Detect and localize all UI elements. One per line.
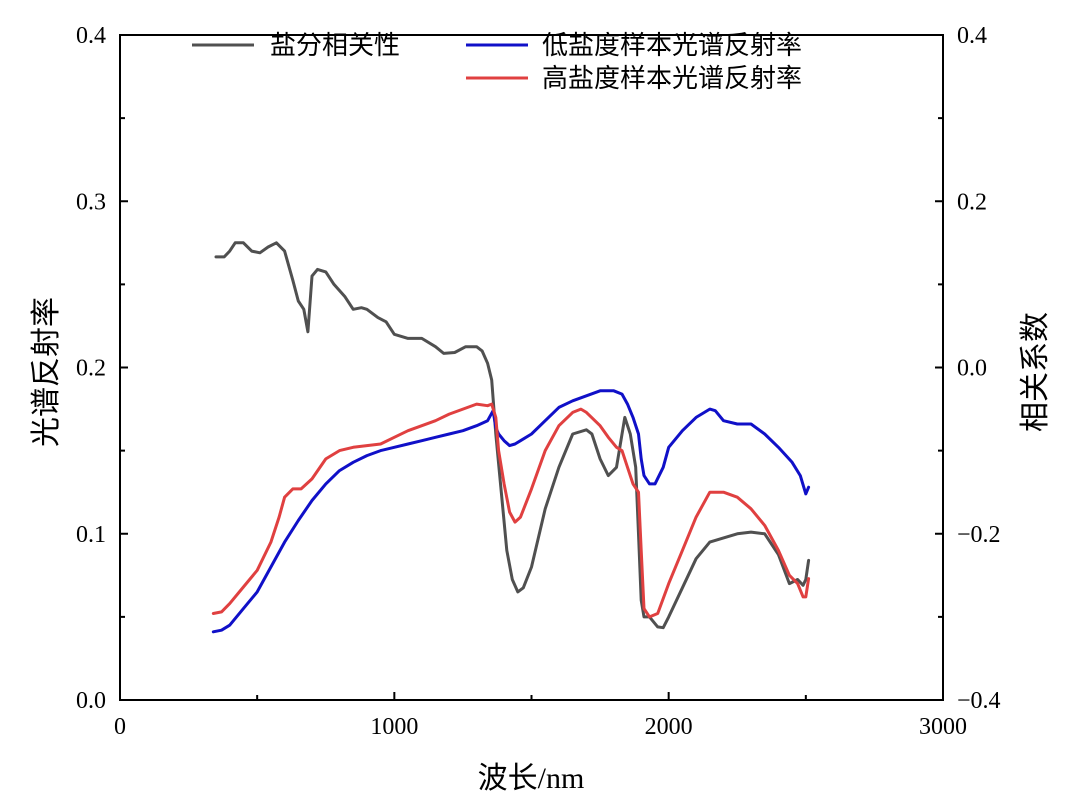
x-tick-label: 2000 bbox=[645, 714, 693, 740]
axis-tick-labels: 0 1000 2000 3000 0.0 0.1 0.2 0.3 0.4 −0.4 −0.2 0.0 0… bbox=[76, 23, 1001, 740]
y-axis-title-left: 光谱反射率 bbox=[30, 297, 63, 447]
y-right-tick-label: −0.2 bbox=[957, 522, 1001, 548]
y-axis-title-right: 相关系数 bbox=[1019, 312, 1052, 432]
series-line-correlation bbox=[214, 241, 811, 630]
y-right-tick-label: 0.2 bbox=[957, 189, 987, 215]
legend: 盐分相关性 低盐度样本光谱反射率 高盐度样本光谱反射率 bbox=[192, 31, 802, 93]
legend-label-correlation: 盐分相关性 bbox=[270, 31, 400, 60]
x-tick-label: 1000 bbox=[370, 714, 418, 740]
series-lines bbox=[211, 241, 811, 634]
y-right-tick-label: −0.4 bbox=[957, 688, 1001, 714]
x-tick-label: 0 bbox=[114, 714, 126, 740]
y-left-tick-label: 0.0 bbox=[76, 688, 106, 714]
plot-frame bbox=[119, 34, 944, 701]
axis-ticks bbox=[119, 34, 944, 701]
y-right-tick-label: 0.0 bbox=[957, 356, 987, 382]
series-line-high-salinity bbox=[211, 402, 811, 619]
y-left-tick-label: 0.4 bbox=[76, 23, 106, 49]
series-line-low-salinity bbox=[211, 389, 811, 634]
y-left-tick-label: 0.3 bbox=[76, 189, 106, 215]
y-left-tick-label: 0.2 bbox=[76, 356, 106, 382]
legend-label-high-salinity: 高盐度样本光谱反射率 bbox=[542, 64, 802, 93]
legend-label-low-salinity: 低盐度样本光谱反射率 bbox=[542, 31, 802, 60]
x-tick-label: 3000 bbox=[919, 714, 967, 740]
y-right-tick-label: 0.4 bbox=[957, 23, 987, 49]
x-axis-title: 波长/nm bbox=[478, 762, 585, 795]
y-left-tick-label: 0.1 bbox=[76, 522, 106, 548]
